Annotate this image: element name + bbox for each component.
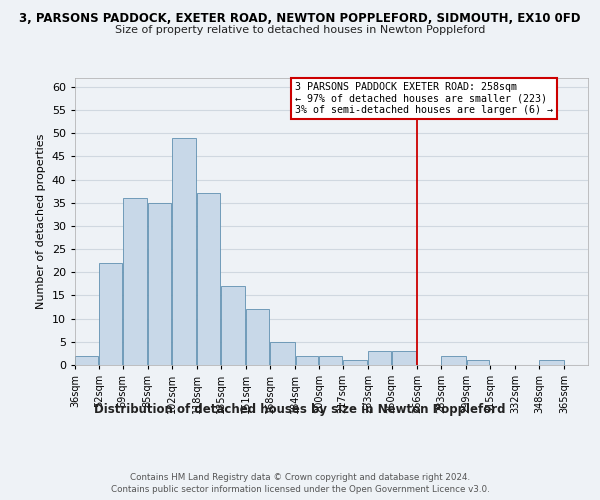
Bar <box>539 360 564 365</box>
Bar <box>197 194 220 365</box>
Text: Contains HM Land Registry data © Crown copyright and database right 2024.: Contains HM Land Registry data © Crown c… <box>130 472 470 482</box>
Bar <box>76 356 98 365</box>
Y-axis label: Number of detached properties: Number of detached properties <box>36 134 46 309</box>
Bar <box>368 351 391 365</box>
Bar <box>319 356 342 365</box>
Bar <box>343 360 367 365</box>
Text: 3, PARSONS PADDOCK, EXETER ROAD, NEWTON POPPLEFORD, SIDMOUTH, EX10 0FD: 3, PARSONS PADDOCK, EXETER ROAD, NEWTON … <box>19 12 581 26</box>
Text: 3 PARSONS PADDOCK EXETER ROAD: 258sqm
← 97% of detached houses are smaller (223): 3 PARSONS PADDOCK EXETER ROAD: 258sqm ← … <box>295 82 553 116</box>
Bar <box>123 198 148 365</box>
Text: Distribution of detached houses by size in Newton Poppleford: Distribution of detached houses by size … <box>94 402 506 415</box>
Bar <box>467 360 490 365</box>
Text: Contains public sector information licensed under the Open Government Licence v3: Contains public sector information licen… <box>110 485 490 494</box>
Text: Size of property relative to detached houses in Newton Poppleford: Size of property relative to detached ho… <box>115 25 485 35</box>
Bar <box>247 310 269 365</box>
Bar <box>221 286 245 365</box>
Bar <box>148 202 171 365</box>
Bar <box>270 342 295 365</box>
Bar <box>296 356 319 365</box>
Bar <box>441 356 466 365</box>
Bar <box>392 351 416 365</box>
Bar <box>172 138 196 365</box>
Bar <box>99 263 122 365</box>
